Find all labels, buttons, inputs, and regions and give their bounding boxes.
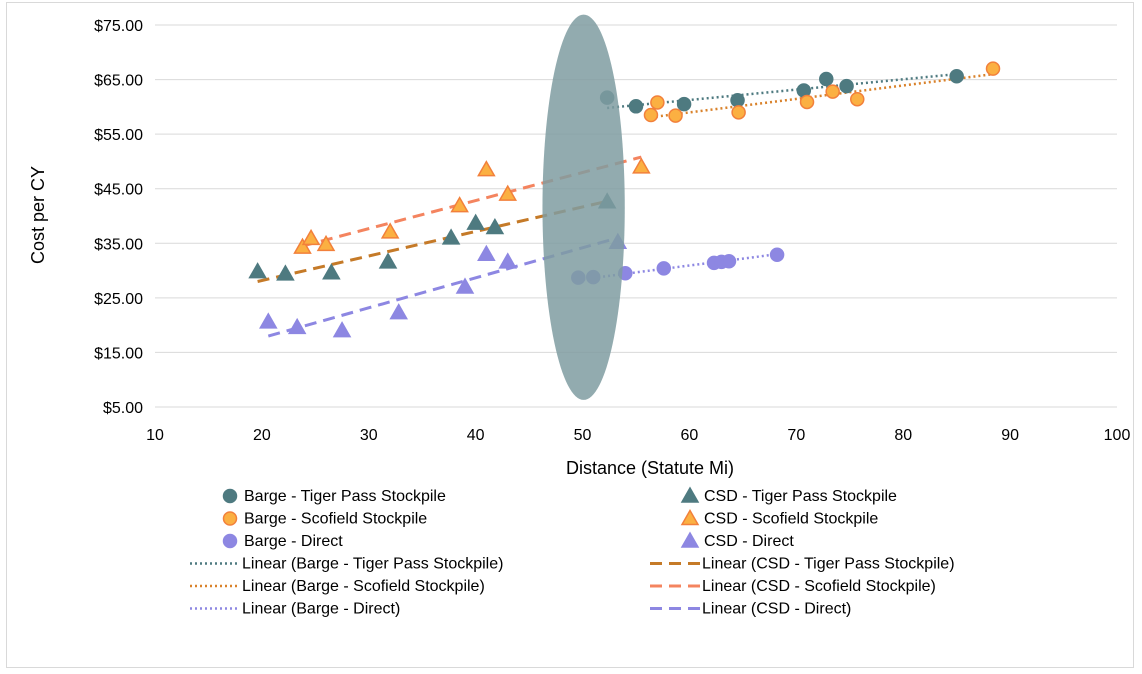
legend-label: Linear (Barge - Scofield Stockpile) <box>242 578 485 595</box>
y-axis-title: Cost per CY <box>28 166 48 264</box>
data-point <box>825 84 840 99</box>
x-tick-label: 100 <box>1104 427 1131 444</box>
trendline <box>607 72 957 110</box>
data-point <box>380 222 400 239</box>
data-point <box>293 237 312 254</box>
gridlines <box>155 24 1117 408</box>
data-point <box>477 160 496 177</box>
y-tick-label: $15.00 <box>94 345 143 362</box>
legend-label: Barge - Tiger Pass Stockpile <box>244 488 446 505</box>
x-axis-title: Distance (Statute Mi) <box>566 458 734 478</box>
legend-label: Linear (CSD - Direct) <box>702 601 851 618</box>
trendline <box>578 252 778 282</box>
legend-swatch <box>222 533 238 549</box>
data-point <box>839 78 854 94</box>
x-tick-label: 80 <box>894 427 912 444</box>
legend-label: Linear (Barge - Tiger Pass Stockpile) <box>242 556 503 573</box>
data-point <box>276 264 295 281</box>
x-tick-label: 20 <box>253 427 271 444</box>
y-tick-label: $65.00 <box>94 73 143 90</box>
data-point <box>628 99 644 114</box>
data-point <box>301 228 321 246</box>
data-point <box>730 93 745 108</box>
data-point <box>248 262 267 279</box>
data-point <box>656 261 672 276</box>
data-point <box>949 69 964 84</box>
data-point <box>322 263 341 280</box>
data-point <box>316 234 336 252</box>
data-point <box>455 277 475 294</box>
legend-label: CSD - Tiger Pass Stockpile <box>704 488 897 505</box>
x-tick-labels: 10 20 30 40 50 60 70 80 90 100 <box>146 427 1130 444</box>
x-tick-label: 90 <box>1001 427 1019 444</box>
data-point <box>498 252 518 269</box>
data-point <box>731 105 746 120</box>
legend-label: CSD - Scofield Stockpile <box>704 511 878 528</box>
data-point <box>850 91 865 107</box>
legend-label: Barge - Direct <box>244 533 343 550</box>
data-point <box>650 95 665 110</box>
trendline <box>257 199 608 283</box>
legend-swatch <box>680 508 700 526</box>
data-point <box>985 61 1001 76</box>
y-tick-label: $55.00 <box>94 127 143 144</box>
x-tick-label: 50 <box>574 427 592 444</box>
data-point <box>799 94 815 110</box>
legend-label: Linear (CSD - Scofield Stockpile) <box>702 578 936 595</box>
legend-swatch <box>222 511 238 526</box>
legend: Barge - Tiger Pass Stockpile Barge - Scof… <box>190 486 955 618</box>
data-point <box>389 303 408 320</box>
data-point <box>259 312 278 329</box>
highlight-ellipse <box>542 14 625 400</box>
y-tick-label: $5.00 <box>103 400 143 417</box>
data-point <box>769 247 785 262</box>
x-tick-label: 40 <box>467 427 485 444</box>
legend-swatch <box>680 531 700 548</box>
data-point <box>676 96 692 112</box>
data-point <box>466 213 485 230</box>
x-tick-label: 70 <box>787 427 805 444</box>
data-point <box>441 228 461 245</box>
x-tick-label: 60 <box>681 427 699 444</box>
data-point <box>668 108 683 123</box>
y-tick-label: $75.00 <box>94 18 143 35</box>
data-point <box>632 157 651 174</box>
data-point <box>485 217 505 235</box>
legend-label: Linear (CSD - Tiger Pass Stockpile) <box>702 556 955 573</box>
data-point <box>477 244 496 261</box>
y-tick-labels: $5.00 $15.00 $25.00 $35.00 $45.00 $55.00 $65.0… <box>94 18 143 417</box>
y-tick-label: $25.00 <box>94 291 143 308</box>
data-point <box>450 196 469 213</box>
data-point <box>287 317 307 335</box>
trendline <box>267 236 619 338</box>
data-point <box>498 184 518 201</box>
y-tick-label: $35.00 <box>94 236 143 253</box>
legend-label: Linear (Barge - Direct) <box>242 601 400 618</box>
data-point <box>643 107 659 123</box>
data-point <box>378 252 398 269</box>
trendlines <box>257 72 994 338</box>
data-point <box>819 71 834 87</box>
legend-swatch <box>222 488 238 504</box>
x-tick-label: 10 <box>146 427 164 444</box>
legend-label: CSD - Direct <box>704 533 794 550</box>
legend-label: Barge - Scofield Stockpile <box>244 511 427 528</box>
data-point <box>721 254 737 269</box>
legend-swatch <box>680 486 700 503</box>
data-point <box>332 321 352 338</box>
x-tick-label: 30 <box>360 427 378 444</box>
y-tick-label: $45.00 <box>94 182 143 199</box>
annotations <box>542 14 625 400</box>
